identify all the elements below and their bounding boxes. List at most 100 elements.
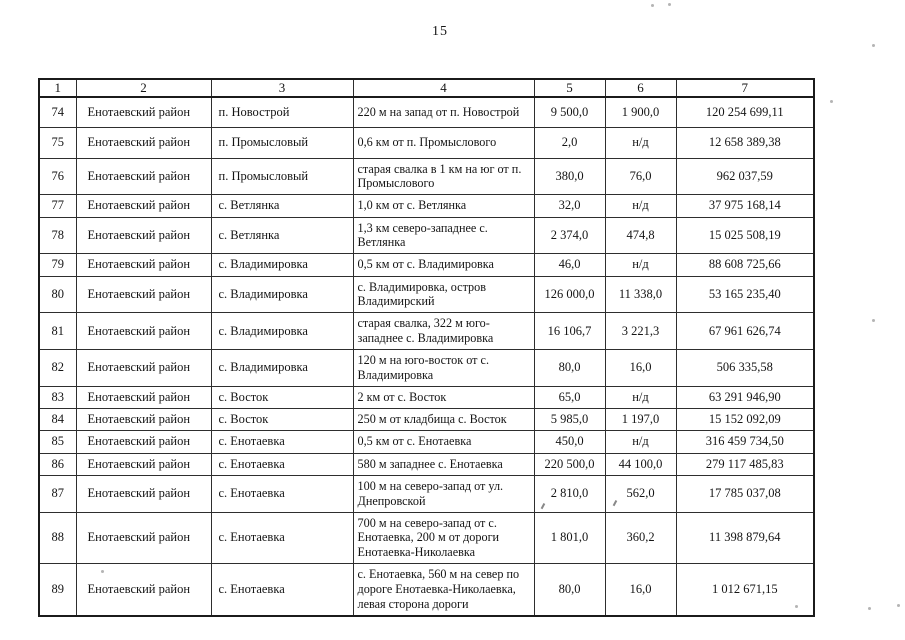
scan-artifact (668, 3, 671, 6)
location-cell: 1,3 км северо-западнее с. Ветлянка (352, 216, 535, 255)
value-col5-cell: 32,0 (533, 194, 606, 218)
table-row: 78 Енотаевский район с. Ветлянка 1,3 км сев… (38, 216, 815, 255)
table-row: 89 Енотаевский район с. Енотаевка с. Енотае… (38, 563, 815, 617)
row-number-cell: 77 (38, 194, 77, 218)
value-col5-cell: 450,0 (533, 430, 606, 454)
value-col6-cell: 1 197,0 (604, 407, 677, 432)
district-cell: Енотаевский район (75, 349, 212, 387)
district-cell: Енотаевский район (75, 253, 212, 277)
location-cell: 580 м западнее с. Енотаевка (352, 452, 535, 476)
value-col5-cell: 46,0 (533, 253, 606, 277)
row-number-cell: 80 (38, 275, 77, 314)
row-number-cell: 85 (38, 430, 77, 454)
value-col7-cell: 53 165 235,40 (675, 275, 815, 314)
value-col7-cell: 12 658 389,38 (675, 127, 815, 159)
row-number-cell: 87 (38, 474, 77, 513)
table-row: 74 Енотаевский район п. Новострой 220 м на … (38, 96, 815, 129)
district-cell: Енотаевский район (75, 127, 212, 159)
value-col7-cell: 11 398 879,64 (675, 511, 815, 565)
district-cell: Енотаевский район (75, 216, 212, 255)
column-header: 3 (210, 78, 354, 98)
table-row: 85 Енотаевский район с. Енотаевка 0,5 км от… (38, 430, 815, 454)
scan-artifact (651, 4, 654, 7)
value-col6-cell: н/д (604, 194, 677, 218)
table-row: 86 Енотаевский район с. Енотаевка 580 м зап… (38, 452, 815, 476)
settlement-cell: с. Владимировка (210, 349, 354, 387)
row-number-cell: 84 (38, 407, 77, 432)
settlement-cell: п. Промысловый (210, 157, 354, 196)
settlement-cell: с. Енотаевка (210, 430, 354, 454)
row-number-cell: 86 (38, 452, 77, 476)
value-col6-cell: н/д (604, 385, 677, 410)
column-header: 4 (352, 78, 535, 98)
value-col6-cell: 3 221,3 (604, 312, 677, 350)
value-col5-cell: 126 000,0 (533, 275, 606, 314)
settlement-cell: с. Владимировка (210, 312, 354, 350)
value-col7-cell: 506 335,58 (675, 349, 815, 387)
district-cell: Енотаевский район (75, 157, 212, 196)
value-col6-cell: 16,0 (604, 349, 677, 387)
district-cell: Енотаевский район (75, 194, 212, 218)
district-cell: Енотаевский район (75, 385, 212, 410)
value-col7-cell: 316 459 734,50 (675, 430, 815, 454)
row-number-cell: 76 (38, 157, 77, 196)
settlement-cell: с. Енотаевка (210, 563, 354, 617)
scan-artifact (101, 570, 104, 573)
value-col6-cell: 44 100,0 (604, 452, 677, 476)
column-header: 1 (38, 78, 77, 98)
value-col5-cell: 2,0 (533, 127, 606, 159)
settlement-cell: с. Енотаевка (210, 474, 354, 513)
value-col7-cell: 962 037,59 (675, 157, 815, 196)
scan-artifact (872, 44, 875, 47)
location-cell: 0,5 км от с. Владимировка (352, 253, 535, 277)
scan-artifact (897, 604, 900, 607)
value-col7-cell: 37 975 168,14 (675, 194, 815, 218)
value-col6-cell: 16,0 (604, 563, 677, 617)
settlement-cell: с. Восток (210, 407, 354, 432)
value-col5-cell: 16 106,7 (533, 312, 606, 350)
location-cell: 0,6 км от п. Промыслового (352, 127, 535, 159)
district-cell: Енотаевский район (75, 474, 212, 513)
column-header: 2 (75, 78, 212, 98)
value-col5-cell: 2 810,0 (533, 474, 606, 513)
location-cell: 250 м от кладбища с. Восток (352, 407, 535, 432)
row-number-cell: 75 (38, 127, 77, 159)
value-col6-cell: 1 900,0 (604, 96, 677, 129)
table-row: 75 Енотаевский район п. Промысловый 0,6 км … (38, 127, 815, 159)
district-cell: Енотаевский район (75, 407, 212, 432)
table-row: 80 Енотаевский район с. Владимировка с. Вла… (38, 275, 815, 314)
district-cell: Енотаевский район (75, 452, 212, 476)
district-cell: Енотаевский район (75, 96, 212, 129)
location-cell: 1,0 км от с. Ветлянка (352, 194, 535, 218)
row-number-cell: 74 (38, 96, 77, 129)
value-col6-cell: н/д (604, 127, 677, 159)
row-number-cell: 88 (38, 511, 77, 565)
value-col7-cell: 15 152 092,09 (675, 407, 815, 432)
scan-artifact (872, 319, 875, 322)
value-col7-cell: 63 291 946,90 (675, 385, 815, 410)
value-col6-cell: 474,8 (604, 216, 677, 255)
table-row: 76 Енотаевский район п. Промысловый старая … (38, 157, 815, 196)
column-header: 7 (675, 78, 815, 98)
value-col5-cell: 9 500,0 (533, 96, 606, 129)
table-row: 84 Енотаевский район с. Восток 250 м от кла… (38, 407, 815, 432)
settlement-cell: с. Владимировка (210, 275, 354, 314)
value-col6-cell: н/д (604, 253, 677, 277)
scan-artifact (795, 605, 798, 608)
table-row: 87 Енотаевский район с. Енотаевка 100 м на … (38, 474, 815, 513)
table-row: 83 Енотаевский район с. Восток 2 км от с. В… (38, 385, 815, 410)
value-col6-cell: 562,0 (604, 474, 677, 513)
value-col5-cell: 80,0 (533, 349, 606, 387)
location-cell: 700 м на северо-запад от с. Енотаевка, 2… (352, 511, 535, 565)
location-cell: 100 м на северо-запад от ул. Днепровской (352, 474, 535, 513)
scan-artifact (830, 100, 833, 103)
value-col7-cell: 1 012 671,15 (675, 563, 815, 617)
table-row: 82 Енотаевский район с. Владимировка 120 м … (38, 349, 815, 387)
row-number-cell: 82 (38, 349, 77, 387)
value-col6-cell: 11 338,0 (604, 275, 677, 314)
location-cell: 220 м на запад от п. Новострой (352, 96, 535, 129)
value-col5-cell: 65,0 (533, 385, 606, 410)
settlement-cell: с. Енотаевка (210, 511, 354, 565)
column-header: 6 (604, 78, 677, 98)
